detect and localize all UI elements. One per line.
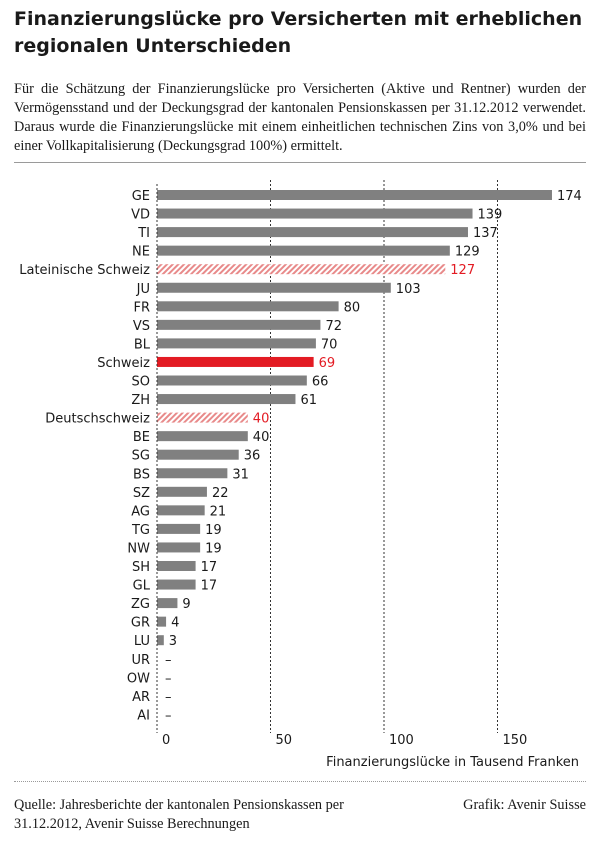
bar-bs [157,468,228,479]
category-label-tg: TG [131,523,150,538]
category-label-sg: SG [132,449,150,464]
category-label-lateinische-schweiz: Lateinische Schweiz [19,263,150,278]
bar-gr [157,616,167,627]
top-divider [14,162,586,163]
category-label-bl: BL [134,337,151,352]
value-label-ai: – [165,708,172,723]
category-label-ow: OW [127,671,150,686]
category-label-vd: VD [131,208,150,223]
graphic-credit: Grafik: Avenir Suisse [463,797,586,813]
chart-title: Finanzierungslücke pro Versicherten mit … [14,8,583,57]
value-label-bs: 31 [232,467,249,482]
bar-zg [157,598,178,609]
value-label-fr: 80 [344,300,361,315]
bar-vs [157,319,321,330]
category-label-ai: AI [137,708,150,723]
bar-ne [157,245,450,256]
bar-sh [157,561,196,571]
category-label-lu: LU [134,634,150,649]
bar-lu [157,635,164,646]
bar-ag [157,505,205,516]
bar-tg [157,523,201,534]
category-label-vs: VS [133,319,150,334]
bar-ge [157,190,552,200]
category-labels: GE VD TI NE Lateinische Schweiz JU FR VS BL Schwe… [19,189,151,723]
category-label-deutschschweiz: Deutschschweiz [45,412,150,427]
bar-vd [157,208,473,219]
category-label-ar: AR [132,690,150,705]
value-label-lateinische-schweiz: 127 [450,263,475,278]
category-label-nw: NW [127,541,150,556]
value-label-ge: 174 [557,189,582,204]
value-labels: 1741391371291271038072706966614040363122… [165,189,582,723]
x-axis-label: Finanzierungslücke in Tausend Franken [326,755,579,770]
bar-ju [157,282,391,293]
value-label-gr: 4 [171,616,179,631]
bottom-divider [14,781,586,782]
bar-sg [157,449,239,460]
value-label-deutschschweiz: 40 [253,412,270,427]
bar-deutschschweiz [157,412,248,423]
value-label-ne: 129 [455,245,480,260]
x-tick-label-150: 150 [503,733,528,748]
bar-zh [157,394,296,405]
x-tick-label-0: 0 [162,733,170,748]
bar-gl [157,579,196,590]
x-axis: 0 50 100 150 [156,184,528,748]
category-label-sz: SZ [133,486,150,501]
value-label-ar: – [165,690,172,705]
category-label-be: BE [133,430,150,445]
value-label-zg: 9 [182,597,190,612]
value-label-sg: 36 [244,449,261,464]
value-label-schweiz: 69 [319,356,336,371]
category-label-ti: TI [137,226,150,241]
value-label-vs: 72 [325,319,342,334]
value-label-ow: – [165,671,172,686]
value-label-sz: 22 [212,486,229,501]
category-label-so: SO [132,375,150,390]
bar-nw [157,542,201,553]
x-tick-label-50: 50 [276,733,293,748]
category-label-sh: SH [132,560,150,575]
category-label-ge: GE [132,189,150,204]
value-label-so: 66 [312,375,329,390]
value-label-sh: 17 [201,560,218,575]
value-label-zh: 61 [300,393,317,408]
bar-lateinische-schweiz [157,264,446,275]
bar-be [157,431,248,442]
value-label-lu: 3 [169,634,177,649]
value-label-be: 40 [253,430,270,445]
value-label-gl: 17 [201,579,218,594]
value-label-ur: – [165,653,172,668]
category-label-gl: GL [133,579,151,594]
category-label-ne: NE [132,245,150,260]
bar-ti [157,227,468,238]
category-label-fr: FR [133,300,150,315]
bar-bl [157,338,316,349]
bars [157,190,552,646]
category-label-zh: ZH [131,393,150,408]
bar-sz [157,486,207,497]
value-label-vd: 139 [478,208,503,223]
bar-schweiz [157,356,314,367]
category-label-schweiz: Schweiz [97,356,150,371]
value-label-ti: 137 [473,226,498,241]
value-label-ag: 21 [210,504,227,519]
source-note: Quelle: Jahresberichte der kantonalen Pe… [14,797,344,832]
category-label-ju: JU [136,282,150,297]
value-label-tg: 19 [205,523,222,538]
category-label-zg: ZG [131,597,150,612]
category-label-bs: BS [133,467,150,482]
chart-description: Für die Schätzung der Finanzierungslücke… [14,81,586,154]
value-label-ju: 103 [396,282,421,297]
bar-so [157,375,307,386]
x-tick-label-100: 100 [389,733,414,748]
category-label-gr: GR [131,616,150,631]
bar-chart: GE VD TI NE Lateinische Schweiz JU FR VS BL Schwe… [19,180,582,770]
value-label-nw: 19 [205,541,222,556]
category-label-ur: UR [131,653,150,668]
bar-fr [157,301,339,312]
category-label-ag: AG [131,504,150,519]
value-label-bl: 70 [321,337,338,352]
